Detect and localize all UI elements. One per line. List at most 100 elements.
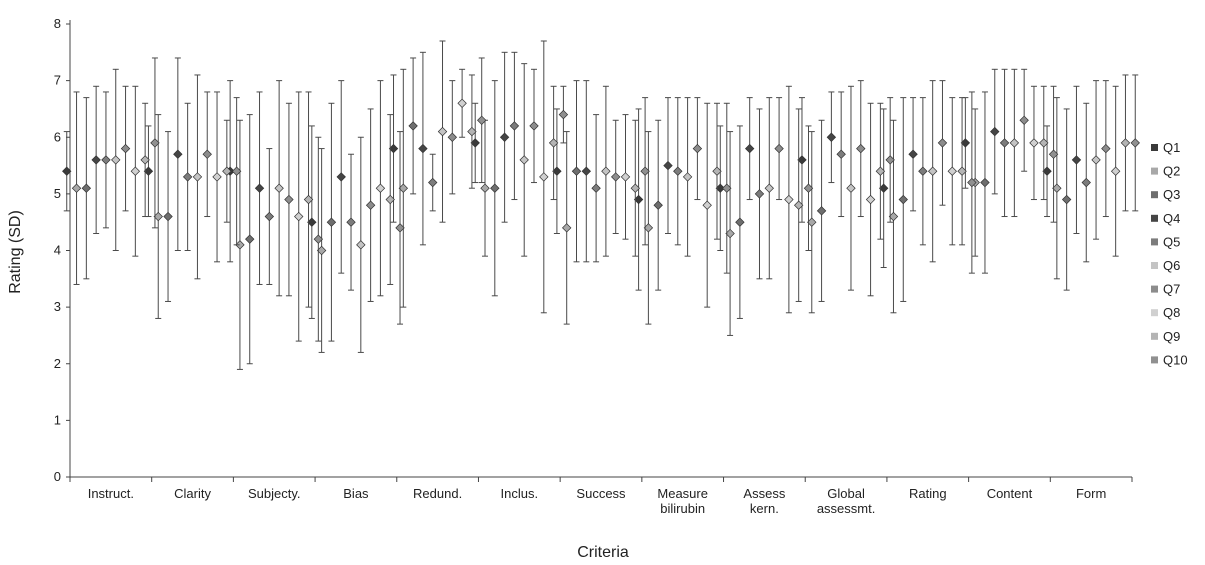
error-point-q2 bbox=[480, 119, 490, 257]
mean-marker bbox=[477, 115, 487, 125]
mean-marker bbox=[326, 217, 337, 227]
x-tick-label: Global bbox=[827, 486, 865, 501]
error-point-q7 bbox=[937, 80, 948, 206]
error-point-q9 bbox=[1120, 74, 1131, 212]
legend-swatch bbox=[1151, 332, 1158, 340]
mean-marker bbox=[254, 183, 265, 193]
mean-marker bbox=[846, 183, 856, 193]
mean-marker bbox=[784, 194, 794, 205]
error-point-q7 bbox=[692, 97, 703, 201]
mean-marker bbox=[826, 132, 837, 142]
mean-marker bbox=[163, 211, 173, 222]
error-point-q10 bbox=[803, 125, 814, 251]
error-point-q3 bbox=[490, 80, 500, 297]
error-point-q10 bbox=[313, 136, 324, 342]
mean-marker bbox=[346, 217, 356, 227]
mean-marker bbox=[130, 166, 141, 176]
error-point-q3 bbox=[653, 119, 663, 291]
error-point-q7 bbox=[529, 68, 539, 184]
error-point-q6 bbox=[601, 85, 611, 257]
error-point-q4 bbox=[254, 91, 265, 285]
mean-marker bbox=[499, 132, 510, 142]
mean-marker bbox=[918, 166, 928, 176]
mean-marker bbox=[1019, 115, 1029, 125]
x-tick-label: Instruct. bbox=[88, 486, 134, 501]
error-point-q9 bbox=[712, 102, 722, 240]
error-point-q4 bbox=[581, 80, 591, 263]
mean-marker bbox=[111, 155, 121, 165]
mean-marker bbox=[774, 143, 784, 154]
mean-marker bbox=[1071, 155, 1082, 165]
mean-marker bbox=[640, 166, 650, 176]
mean-marker bbox=[630, 183, 640, 193]
mean-marker bbox=[611, 172, 621, 182]
mean-marker bbox=[885, 155, 895, 165]
mean-marker bbox=[673, 166, 683, 176]
legend-swatch bbox=[1151, 356, 1158, 364]
error-point-q8 bbox=[212, 91, 222, 263]
mean-marker bbox=[274, 183, 284, 193]
error-point-q3 bbox=[571, 80, 582, 263]
error-point-q8 bbox=[1110, 85, 1121, 257]
mean-marker bbox=[509, 121, 520, 131]
error-point-q3 bbox=[81, 97, 92, 280]
error-point-q9 bbox=[630, 119, 640, 257]
mean-marker bbox=[803, 183, 814, 193]
error-point-q6 bbox=[1009, 68, 1020, 218]
error-point-q8 bbox=[539, 40, 549, 314]
error-point-q10 bbox=[231, 97, 242, 246]
error-point-q9 bbox=[957, 97, 967, 246]
mean-marker bbox=[898, 194, 908, 205]
x-tick-label: bilirubin bbox=[660, 501, 705, 516]
mean-marker bbox=[437, 126, 448, 137]
mean-marker bbox=[1120, 138, 1131, 148]
mean-marker bbox=[1101, 143, 1111, 154]
mean-marker bbox=[816, 206, 827, 216]
error-point-q9 bbox=[385, 114, 395, 285]
y-tick-label: 4 bbox=[54, 243, 61, 258]
error-point-q9 bbox=[548, 85, 559, 201]
error-point-q8 bbox=[784, 85, 794, 314]
mean-marker bbox=[1029, 138, 1039, 148]
error-point-q1 bbox=[633, 108, 644, 291]
mean-marker bbox=[990, 126, 1000, 137]
x-tick-label: Redund. bbox=[413, 486, 462, 501]
error-point-q4 bbox=[173, 57, 183, 251]
mean-marker bbox=[653, 200, 663, 210]
error-point-q1 bbox=[62, 131, 72, 212]
x-tick-label: Inclus. bbox=[501, 486, 539, 501]
mean-marker bbox=[303, 194, 314, 205]
mean-marker bbox=[663, 160, 673, 171]
error-point-q9 bbox=[1039, 85, 1049, 201]
error-point-q10 bbox=[477, 57, 487, 184]
error-point-q8 bbox=[620, 114, 631, 240]
mean-marker bbox=[1110, 166, 1121, 176]
legend-label: Q8 bbox=[1163, 305, 1180, 320]
mean-marker bbox=[467, 126, 477, 137]
legend-swatch bbox=[1151, 144, 1158, 151]
error-point-q6 bbox=[519, 63, 529, 257]
legend-label: Q5 bbox=[1163, 234, 1180, 249]
mean-marker bbox=[591, 183, 601, 193]
error-point-q1 bbox=[797, 97, 807, 223]
error-point-q4 bbox=[744, 97, 755, 201]
error-point-q3 bbox=[816, 119, 827, 302]
y-axis-title: Rating (SD) bbox=[7, 210, 24, 294]
error-point-q8 bbox=[294, 91, 304, 342]
error-point-q10 bbox=[640, 97, 650, 246]
legend-label: Q2 bbox=[1163, 164, 1180, 179]
x-tick-label: Subjecty. bbox=[248, 486, 301, 501]
legend-swatch bbox=[1151, 285, 1158, 293]
error-point-q6 bbox=[846, 85, 856, 291]
mean-marker bbox=[908, 149, 918, 159]
legend-swatch bbox=[1151, 262, 1158, 269]
error-point-q8 bbox=[702, 102, 712, 308]
error-point-q4 bbox=[908, 97, 918, 212]
error-point-q2 bbox=[235, 119, 245, 370]
error-point-q3 bbox=[735, 125, 745, 319]
x-tick-label: kern. bbox=[750, 501, 779, 516]
error-point-q1 bbox=[552, 108, 562, 235]
mean-marker bbox=[980, 177, 990, 188]
error-point-q5 bbox=[509, 51, 520, 201]
mean-marker bbox=[120, 143, 131, 154]
